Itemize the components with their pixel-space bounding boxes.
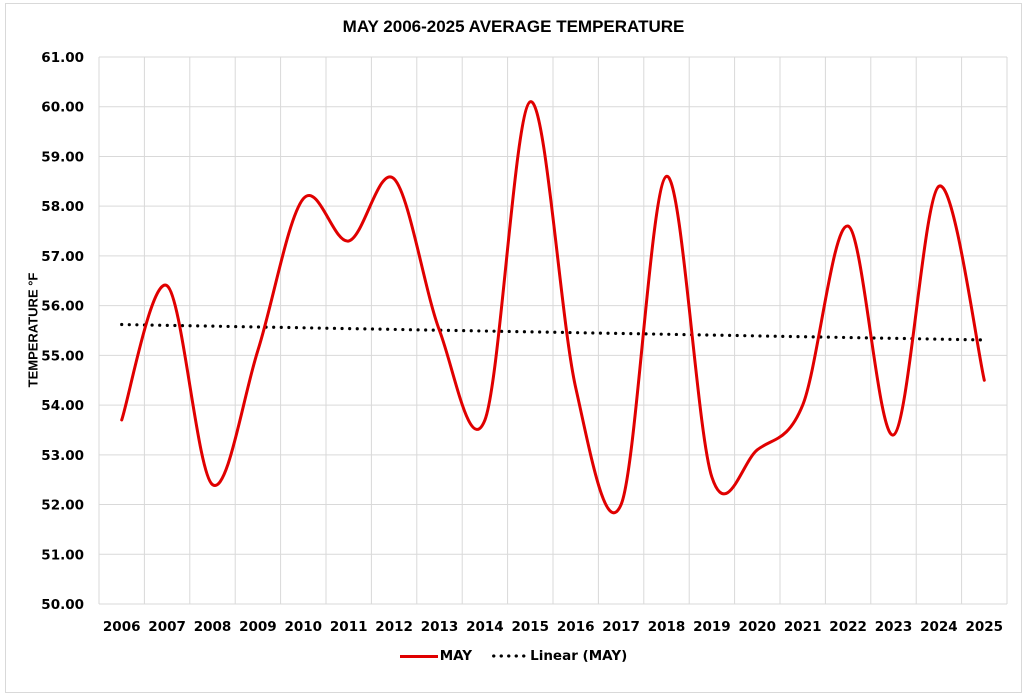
data-point [892,433,896,437]
x-tick-labels: 2006 2007 2008 2009 2010 2011 2012 2013 2014 2015… [103,619,1003,635]
chart-frame [5,3,1022,693]
data-point [937,184,941,188]
x-tick-label: 2018 [648,619,686,635]
y-tick-label: 59.00 [41,149,84,165]
y-tick-label: 56.00 [41,299,84,315]
data-point [483,418,487,422]
data-point [846,224,850,228]
data-point [438,329,442,333]
data-point [755,448,759,452]
data-point [710,475,714,479]
y-tick-label: 50.00 [41,597,84,613]
legend-swatch-may [399,654,438,658]
legend: MAY Linear (MAY) [0,648,1027,664]
x-tick-label: 2008 [194,619,232,635]
y-tick-label: 51.00 [41,547,84,563]
legend-swatch-linear [490,654,529,658]
legend-label-may: MAY [439,648,473,664]
data-point [665,174,669,178]
x-tick-label: 2012 [375,619,413,635]
data-point [392,177,396,181]
legend-item-may: MAY [399,648,473,664]
data-point [801,403,805,407]
series-may [120,100,986,515]
x-tick-label: 2016 [557,619,595,635]
y-tick-label: 52.00 [41,498,84,514]
x-tick-label: 2010 [285,619,323,635]
gridlines [98,56,1008,605]
x-tick-label: 2007 [148,619,186,635]
x-tick-label: 2020 [739,619,777,635]
x-tick-label: 2006 [103,619,141,635]
x-tick-label: 2025 [966,619,1004,635]
x-tick-label: 2021 [784,619,822,635]
x-tick-label: 2015 [512,619,550,635]
y-tick-label: 58.00 [41,199,84,215]
x-tick-label: 2019 [693,619,731,635]
x-tick-label: 2023 [875,619,913,635]
data-point [211,483,215,487]
y-tick-labels: 50.00 51.00 52.00 53.00 54.00 55.00 56.00 57.00… [41,50,84,613]
x-tick-label: 2022 [829,619,867,635]
data-point [528,100,532,104]
data-point [574,386,578,390]
data-point [619,503,623,507]
x-tick-label: 2013 [421,619,459,635]
x-tick-label: 2017 [602,619,640,635]
legend-label-linear: Linear (MAY) [530,648,628,664]
data-point [120,418,124,422]
y-tick-label: 55.00 [41,348,84,364]
chart-title: MAY 2006-2025 AVERAGE TEMPERATURE [342,17,685,36]
data-point [165,284,169,288]
data-point [347,239,351,243]
y-tick-label: 54.00 [41,398,84,414]
y-tick-label: 60.00 [41,100,84,116]
x-tick-label: 2009 [239,619,277,635]
data-point [301,197,305,201]
x-tick-label: 2011 [330,619,368,635]
y-tick-label: 57.00 [41,249,84,265]
legend-item-linear: Linear (MAY) [490,648,627,664]
data-point [256,348,260,352]
x-tick-label: 2014 [466,619,504,635]
data-point [982,378,986,382]
y-tick-label: 53.00 [41,448,84,464]
y-tick-label: 61.00 [41,50,84,66]
x-tick-label: 2024 [920,619,958,635]
series-line-may [120,100,986,515]
